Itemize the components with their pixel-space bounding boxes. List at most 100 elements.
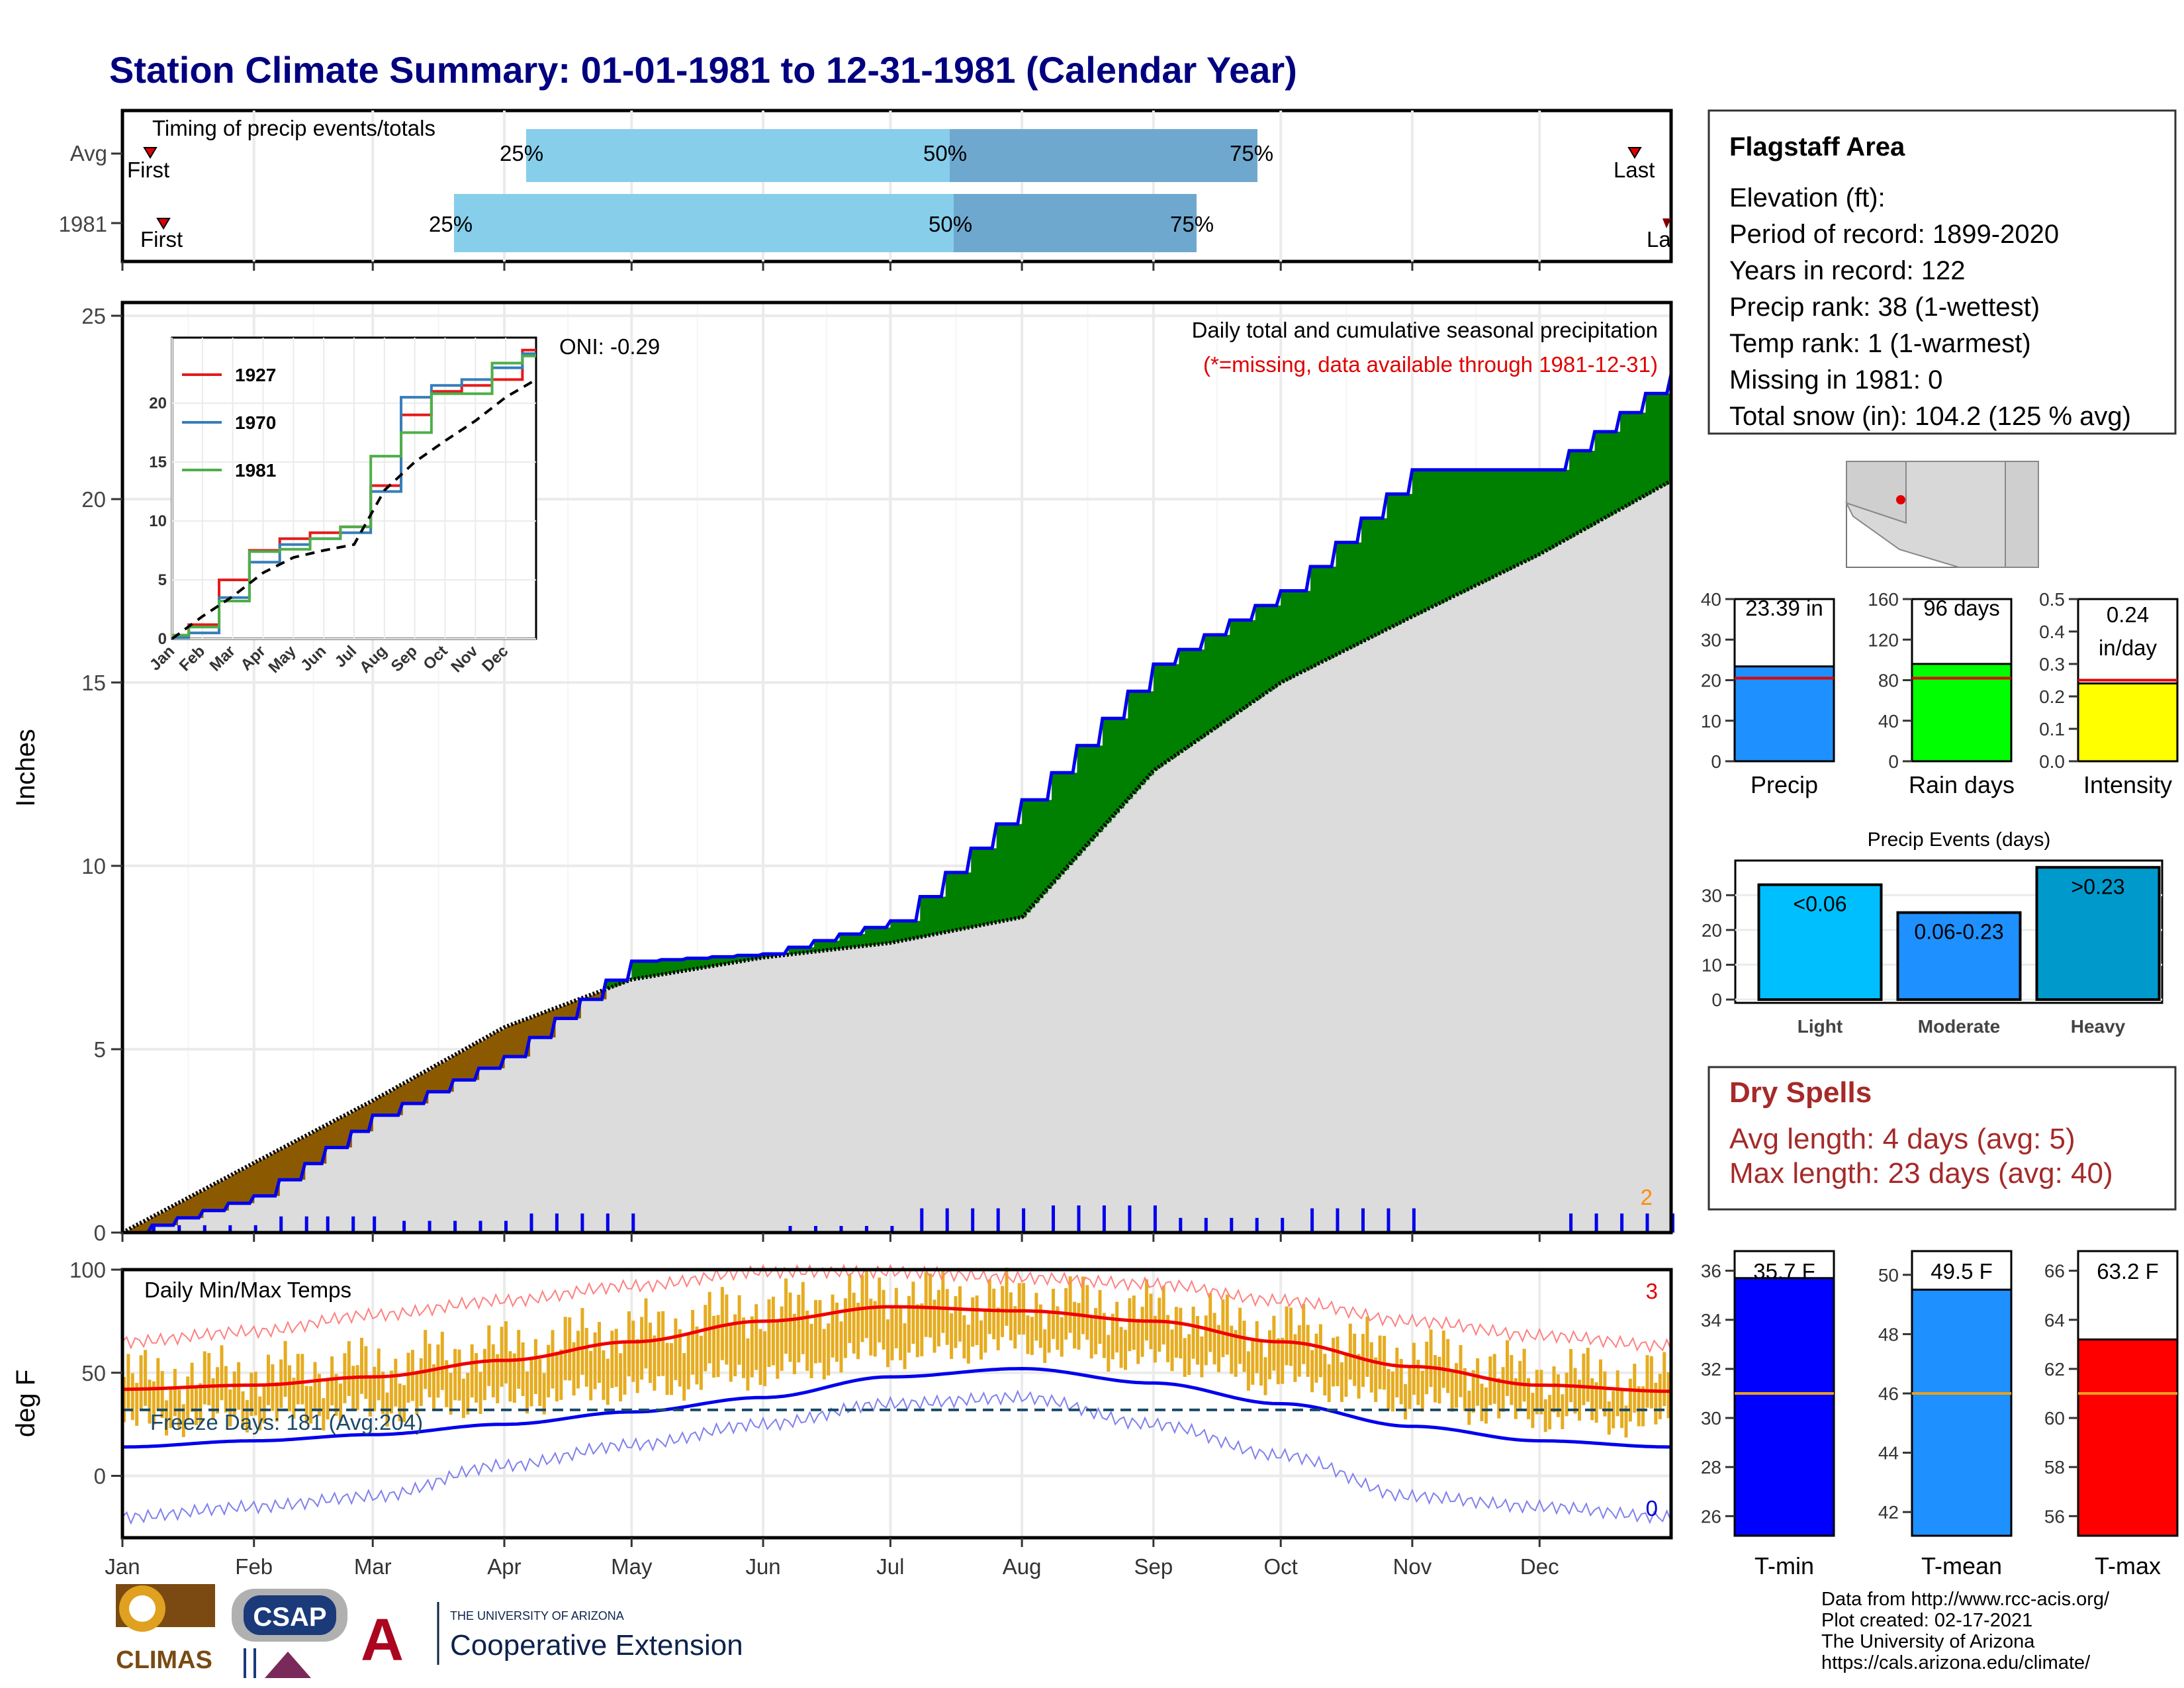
surplus-slice — [1136, 691, 1142, 790]
ytick-label: 10 — [1701, 711, 1721, 731]
surplus-slice — [1577, 450, 1582, 533]
precip-missing-note: (*=missing, data available through 1981-… — [1203, 352, 1658, 377]
info-line-precip-rank: Precip rank: 38 (1-wettest) — [1729, 293, 2040, 322]
surplus-slice — [317, 1129, 322, 1164]
daily-precip-bar — [1128, 1205, 1132, 1233]
inset-series — [171, 348, 537, 640]
daily-temp-bar — [181, 1404, 185, 1437]
daily-precip-bar — [1620, 1213, 1624, 1233]
daily-temp-bar — [457, 1349, 461, 1401]
daily-temp-bar — [695, 1326, 699, 1385]
daily-temp-bar — [330, 1356, 334, 1405]
tmean-label: T-mean — [1921, 1552, 2002, 1579]
surplus-slice — [1450, 469, 1455, 598]
surplus-slice — [343, 1116, 348, 1148]
surplus-slice — [1484, 469, 1489, 581]
daily-temp-bar — [644, 1298, 648, 1369]
surplus-slice — [860, 934, 866, 947]
surplus-slice — [406, 1082, 412, 1103]
precip-note: Daily total and cumulative seasonal prec… — [1192, 318, 1658, 342]
surplus-slice — [670, 959, 675, 974]
surplus-slice — [648, 961, 653, 977]
daily-temp-bar — [987, 1279, 991, 1335]
ytick-label: 160 — [1868, 589, 1899, 610]
daily-temp-bar — [1348, 1323, 1352, 1380]
daily-precip-bar — [1052, 1205, 1055, 1233]
surplus-slice — [568, 1003, 573, 1019]
daily-precip-bar — [1255, 1217, 1259, 1233]
legend-1927: 1927 — [235, 365, 276, 385]
daily-temp-bar — [712, 1315, 716, 1378]
dry-spells-avg: Avg length: 4 days (avg: 5) — [1729, 1123, 2075, 1155]
daily-temp-bar — [475, 1353, 478, 1403]
surplus-slice — [419, 1074, 424, 1103]
ytick-label: 120 — [1868, 630, 1899, 650]
surplus-slice — [428, 1070, 433, 1092]
ytick-label: 0.0 — [2039, 751, 2065, 772]
surplus-slice — [894, 921, 899, 943]
daily-temp-bar — [843, 1298, 847, 1358]
daily-temp-bar — [776, 1319, 780, 1379]
daily-temp-bar — [890, 1308, 894, 1360]
daily-temp-bar — [1603, 1371, 1607, 1417]
surplus-slice — [1556, 469, 1561, 545]
daily-temp-bar — [831, 1294, 835, 1358]
surplus-slice — [461, 1051, 467, 1080]
precip-summary-bars: 0 10 20 30 40 0 40 80 120 160 0.0 0.1 0.2 0.3 0.4 0.5 — [1701, 589, 2179, 772]
daily-temp-bar — [758, 1329, 762, 1385]
surplus-slice — [1246, 620, 1251, 706]
daily-temp-bar — [1641, 1386, 1645, 1427]
surplus-slice — [979, 848, 985, 926]
ytick-label: 15 — [81, 671, 106, 695]
daily-temp-bar — [1594, 1382, 1598, 1423]
ytick-label: 44 — [1878, 1443, 1899, 1464]
daily-temp-bar — [1034, 1293, 1038, 1341]
daily-temp-bar — [250, 1372, 253, 1417]
surplus-slice — [500, 1029, 505, 1068]
daily-precip-bar — [890, 1226, 894, 1233]
daily-temp-bar — [661, 1311, 665, 1376]
surplus-slice — [818, 941, 823, 951]
daily-temp-bar — [1476, 1358, 1480, 1406]
surplus-slice — [389, 1091, 394, 1115]
csap-logo: CSAP — [232, 1589, 347, 1678]
surplus-slice — [1408, 494, 1413, 619]
daily-precip-bar — [606, 1213, 610, 1233]
daily-temp-bar — [1145, 1279, 1148, 1341]
precip-value: 23.39 in — [1745, 596, 1823, 620]
surplus-slice — [1102, 718, 1107, 827]
month-tick-label: Jun — [745, 1554, 780, 1579]
surplus-slice — [843, 934, 848, 949]
daily-temp-bar — [1174, 1307, 1178, 1358]
daily-temp-bar — [275, 1382, 279, 1422]
daily-temp-bar — [1565, 1372, 1569, 1417]
daily-precip-bar — [478, 1221, 482, 1233]
daily-precip-bar — [945, 1208, 949, 1233]
ytick-label: 46 — [1878, 1383, 1899, 1404]
daily-temp-bar — [1318, 1324, 1322, 1378]
inset-series-1970 — [172, 352, 536, 639]
ytick-label: 0 — [1888, 751, 1899, 772]
surplus-slice — [1658, 393, 1663, 488]
surplus-slice — [733, 957, 739, 962]
intensity-bar — [2077, 682, 2179, 763]
surplus-slice — [1230, 620, 1235, 718]
surplus-slice — [1318, 566, 1324, 663]
daily-temp-bar — [126, 1354, 130, 1409]
ytick-label: 50 — [1878, 1265, 1899, 1286]
surplus-slice — [1052, 773, 1057, 884]
surplus-slice — [1501, 469, 1506, 573]
surplus-slice — [831, 941, 836, 950]
surplus-slice — [1158, 664, 1163, 768]
surplus-slice — [1615, 432, 1621, 512]
surplus-slice — [186, 1199, 191, 1218]
surplus-slice — [852, 934, 857, 947]
surplus-slice — [1441, 469, 1447, 602]
ytick-label: 10 — [81, 854, 106, 878]
daily-temp-bar — [936, 1289, 940, 1346]
daily-temp-bar — [317, 1374, 321, 1417]
daily-temp-bar — [1416, 1360, 1420, 1405]
surplus-slice — [330, 1123, 336, 1148]
surplus-slice — [827, 941, 832, 951]
surplus-slice — [1005, 823, 1010, 921]
